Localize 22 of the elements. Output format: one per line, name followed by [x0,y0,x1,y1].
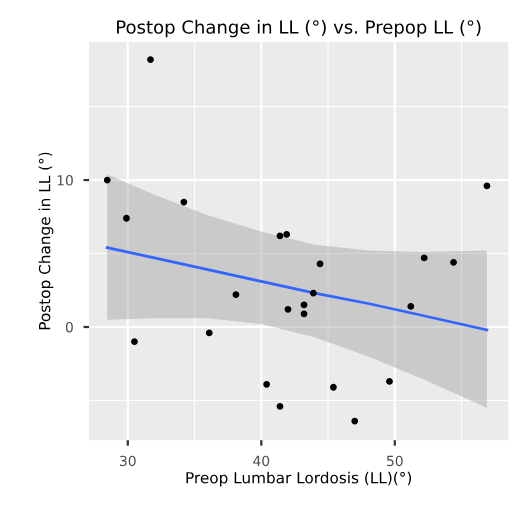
point [123,214,130,222]
point [147,56,154,63]
point [351,417,359,425]
point [283,231,291,238]
chart-title: Postop Change in LL (°) vs. Prepop LL (°) [117,19,481,38]
point [180,198,188,206]
point [300,310,308,318]
point [329,383,337,391]
point [284,305,292,313]
point [232,291,240,299]
point [420,254,428,262]
point [205,329,213,337]
point [386,377,393,385]
point [263,380,271,388]
line-series [105,246,489,332]
point [407,303,415,310]
point [131,338,138,346]
point [103,176,111,184]
point [316,260,324,268]
point [309,289,317,297]
point [450,258,457,266]
point [276,402,284,410]
